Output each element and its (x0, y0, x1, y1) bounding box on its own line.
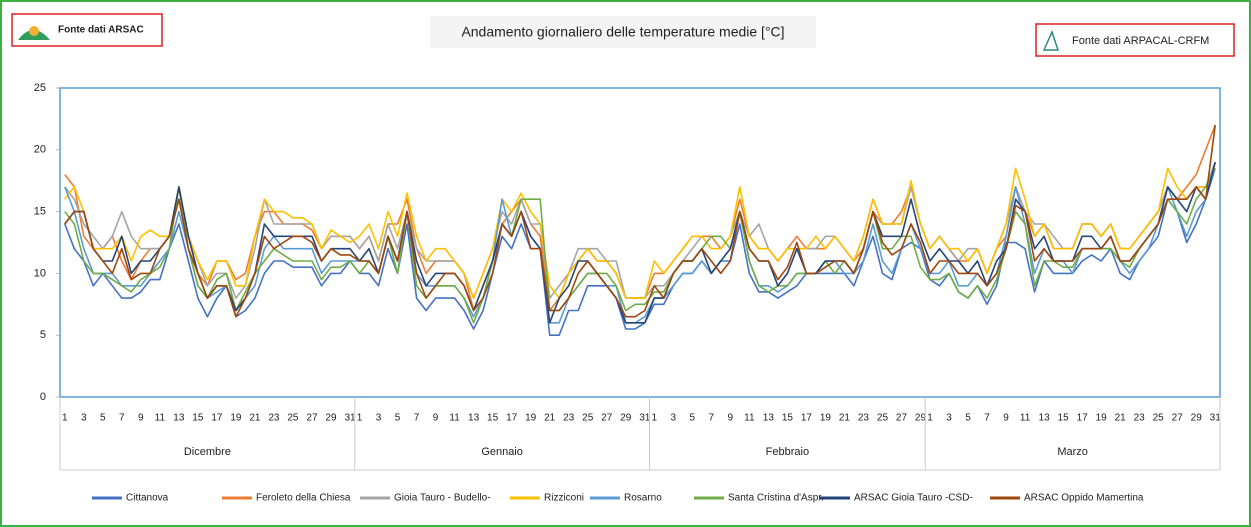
x-tick-label: 17 (801, 413, 813, 424)
x-tick-label: 11 (155, 413, 166, 424)
y-tick-label: 0 (40, 391, 46, 403)
x-tick-label: 11 (1020, 413, 1031, 424)
x-tick-label: 31 (639, 413, 651, 424)
x-tick-label: 1 (651, 413, 657, 424)
plot-area (59, 87, 1221, 398)
x-tick-label: 13 (763, 413, 775, 424)
x-tick-label: 15 (1058, 413, 1070, 424)
x-tick-label: 27 (896, 413, 908, 424)
chart-title: Andamento giornaliero delle temperature … (461, 24, 784, 40)
x-tick-label: 5 (690, 413, 696, 424)
x-tick-label: 23 (858, 413, 870, 424)
y-tick-label: 10 (34, 267, 46, 279)
x-tick-label: 7 (984, 413, 990, 424)
x-tick-label: 19 (230, 413, 242, 424)
series-line (64, 167, 1216, 324)
legend-label: ARSAC Oppido Mamertina (1024, 493, 1144, 504)
series-line (64, 168, 1216, 336)
x-tick-label: 3 (376, 413, 382, 424)
source-box (1035, 23, 1235, 57)
group-label: Febbraio (766, 446, 809, 458)
left-source: Fonte dati ARSAC (58, 25, 144, 36)
x-tick-label: 23 (1134, 413, 1146, 424)
legend-label: ARSAC Gioia Tauro -CSD- (854, 493, 973, 504)
right-source: Fonte dati ARPACAL-CRFM (1072, 35, 1209, 47)
x-tick-label: 11 (744, 413, 755, 424)
x-tick-label: 11 (449, 413, 460, 424)
legend-label: Feroleto della Chiesa (256, 493, 351, 504)
x-tick-label: 13 (468, 413, 480, 424)
x-tick-label: 29 (1191, 413, 1203, 424)
x-tick-label: 5 (395, 413, 401, 424)
x-tick-label: 23 (563, 413, 575, 424)
x-tick-label: 7 (709, 413, 715, 424)
x-tick-label: 19 (820, 413, 832, 424)
x-tick-label: 29 (325, 413, 337, 424)
x-tick-label: 9 (138, 413, 144, 424)
arsac-logo-sun (29, 26, 39, 36)
source-box (11, 13, 163, 47)
x-tick-label: 21 (249, 413, 261, 424)
x-tick-label: 13 (173, 413, 185, 424)
x-tick-label: 1 (62, 413, 68, 424)
y-tick-label: 25 (34, 82, 46, 94)
x-tick-label: 3 (670, 413, 676, 424)
legend-label: Rizziconi (544, 493, 584, 504)
x-tick-label: 21 (544, 413, 556, 424)
x-tick-label: 17 (211, 413, 223, 424)
x-tick-label: 25 (877, 413, 889, 424)
x-tick-label: 31 (344, 413, 356, 424)
x-tick-label: 1 (357, 413, 363, 424)
x-tick-label: 5 (965, 413, 971, 424)
series-line (64, 162, 1216, 324)
group-label: Dicembre (184, 446, 231, 458)
legend-label: Gioia Tauro - Budello- (394, 493, 491, 504)
x-tick-label: 27 (306, 413, 318, 424)
group-label: Gennaio (481, 446, 523, 458)
x-tick-label: 29 (915, 413, 927, 424)
x-tick-label: 9 (433, 413, 439, 424)
title-box (430, 16, 816, 48)
arpacal-logo (1042, 29, 1060, 51)
x-tick-label: 7 (414, 413, 420, 424)
series-line (64, 167, 1216, 299)
x-tick-label: 19 (1096, 413, 1108, 424)
x-tick-label: 13 (1039, 413, 1051, 424)
x-tick-label: 3 (81, 413, 87, 424)
y-tick-label: 15 (34, 206, 46, 218)
x-tick-label: 15 (192, 413, 204, 424)
x-tick-label: 29 (620, 413, 632, 424)
x-tick-label: 15 (487, 413, 499, 424)
x-tick-label: 5 (100, 413, 106, 424)
group-label: Marzo (1057, 446, 1088, 458)
x-tick-label: 15 (782, 413, 794, 424)
x-tick-label: 21 (839, 413, 851, 424)
x-tick-label: 9 (728, 413, 734, 424)
x-tick-label: 25 (1153, 413, 1165, 424)
x-tick-label: 21 (1115, 413, 1127, 424)
x-tick-label: 1 (927, 413, 933, 424)
legend-label: Santa Cristina d'Aspr. (728, 493, 824, 504)
x-tick-label: 25 (582, 413, 594, 424)
x-tick-label: 27 (601, 413, 613, 424)
legend-label: Rosarno (624, 493, 662, 504)
x-tick-label: 27 (1172, 413, 1184, 424)
x-tick-label: 9 (1003, 413, 1009, 424)
x-tick-label: 7 (119, 413, 125, 424)
y-tick-label: 5 (40, 329, 46, 341)
x-tick-label: 3 (946, 413, 952, 424)
legend-label: Cittanova (126, 493, 169, 504)
x-tick-label: 23 (268, 413, 280, 424)
x-tick-label: 25 (287, 413, 299, 424)
y-tick-label: 20 (34, 144, 46, 156)
series-line (64, 124, 1216, 318)
x-tick-label: 31 (1210, 413, 1222, 424)
x-tick-label: 17 (1077, 413, 1089, 424)
x-tick-label: 17 (506, 413, 518, 424)
x-tick-label: 19 (525, 413, 537, 424)
